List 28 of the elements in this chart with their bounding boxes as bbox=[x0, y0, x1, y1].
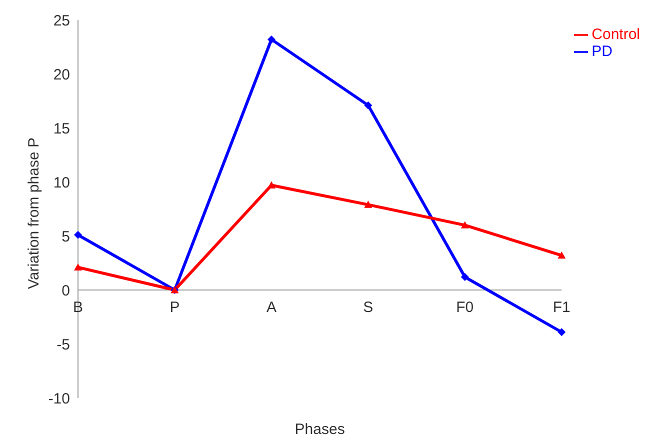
x-tick-label: S bbox=[363, 299, 374, 316]
point bbox=[364, 101, 372, 110]
point bbox=[558, 251, 566, 259]
y-tick-label: 25 bbox=[53, 12, 70, 30]
point bbox=[74, 263, 82, 271]
y-tick-label: 5 bbox=[62, 228, 70, 246]
point bbox=[460, 273, 469, 282]
legend-label: Control bbox=[592, 26, 640, 43]
x-tick-label: P bbox=[170, 299, 180, 316]
legend-label: PD bbox=[592, 43, 612, 60]
y-tick-label: -5 bbox=[56, 336, 70, 354]
x-tick-label: F1 bbox=[552, 299, 570, 316]
y-tick-label: 15 bbox=[53, 120, 70, 138]
y-axis-title: Variation from phase P bbox=[25, 138, 42, 289]
x-tick-label: A bbox=[266, 299, 276, 316]
y-tick-label: 20 bbox=[53, 66, 70, 84]
point bbox=[267, 35, 276, 44]
x-tick-label: B bbox=[72, 299, 84, 316]
point bbox=[460, 221, 469, 228]
x-tick-label: F0 bbox=[456, 299, 474, 316]
y-tick-label: -10 bbox=[48, 390, 70, 408]
point bbox=[364, 200, 372, 208]
x-axis-title: Phases bbox=[294, 421, 345, 438]
point bbox=[74, 230, 82, 239]
point bbox=[267, 181, 276, 188]
point bbox=[558, 328, 566, 336]
y-tick-label: 0 bbox=[62, 282, 70, 300]
y-tick-label: 10 bbox=[53, 174, 70, 192]
